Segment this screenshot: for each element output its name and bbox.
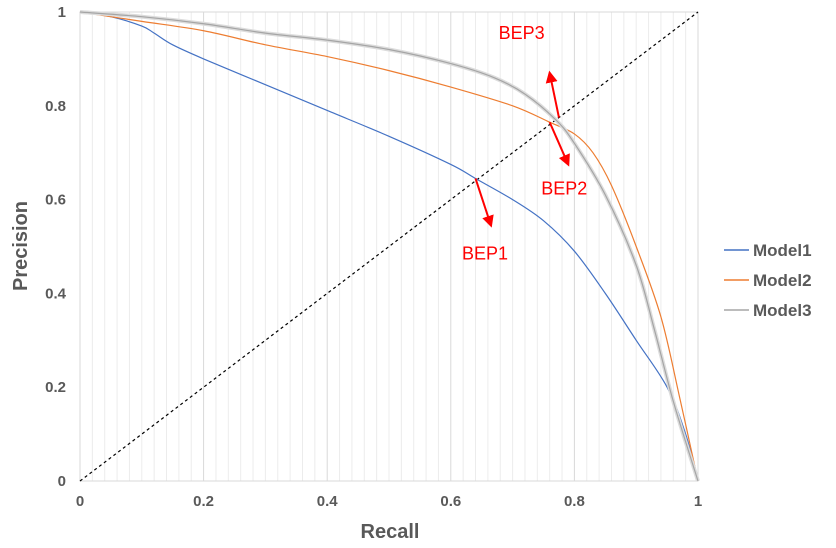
x-tick-label: 0	[76, 493, 84, 510]
model2-line	[79, 11, 699, 482]
model3-line	[79, 11, 699, 482]
x-tick-label: 0.2	[193, 493, 214, 510]
y-tick-label: 1	[58, 4, 66, 21]
y-tick-label: 0.6	[45, 192, 66, 209]
y-tick-label: 0	[58, 473, 66, 490]
y-tick-label: 0.4	[45, 285, 67, 302]
plot-frame	[79, 11, 699, 482]
y-tick-label: 0.2	[45, 379, 66, 396]
bep2-arrow	[548, 121, 570, 167]
bep3-label: BEP3	[499, 23, 545, 43]
bep2-label: BEP2	[541, 178, 587, 198]
model2-legend-label: Model2	[753, 271, 812, 290]
bep3-arrow	[545, 70, 560, 118]
x-tick-labels: 0 0.2 0.4 0.6 0.8 1	[76, 493, 702, 510]
x-tick-label: 0.8	[564, 493, 585, 510]
model1-legend-label: Model1	[753, 241, 812, 260]
plot-area-border	[79, 11, 699, 482]
bep1-label: BEP1	[462, 243, 508, 263]
y-tick-label: 0.8	[45, 98, 66, 115]
vertical-gridlines	[91, 12, 687, 481]
y-axis-title: Precision	[10, 201, 32, 291]
series-lines	[79, 10, 700, 482]
x-tick-label: 1	[694, 493, 702, 510]
y-tick-labels: 0 0.2 0.4 0.6 0.8 1	[45, 4, 67, 490]
x-tick-label: 0.6	[440, 493, 461, 510]
model3-legend-label: Model3	[753, 301, 812, 320]
bep-annotations: BEP1 BEP2 BEP3	[462, 23, 587, 263]
x-tick-label: 0.4	[317, 493, 339, 510]
model1-line	[79, 11, 699, 482]
bep1-arrow	[474, 178, 494, 228]
legend: Model1 Model2 Model3	[724, 241, 812, 320]
x-axis-title: Recall	[361, 521, 420, 543]
